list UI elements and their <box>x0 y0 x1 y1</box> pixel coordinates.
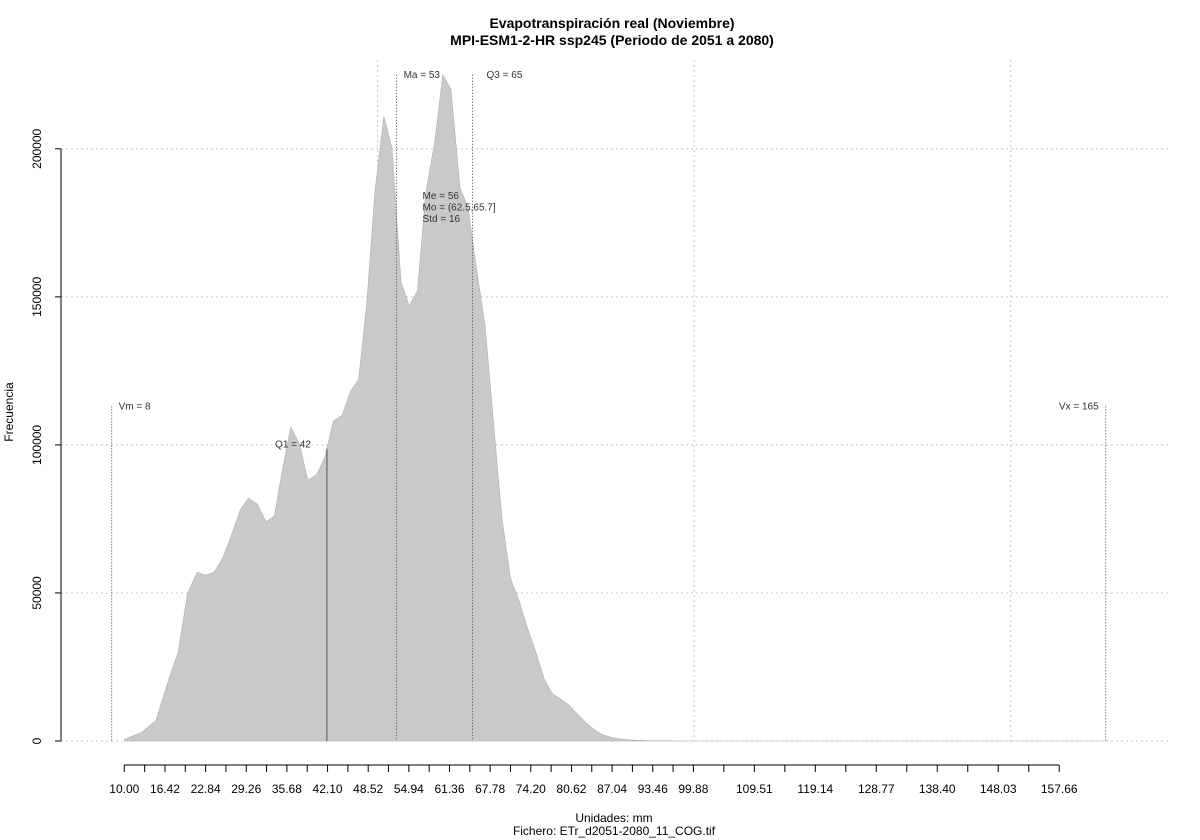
chart-title: Evapotranspiración real (Noviembre) <box>489 15 734 31</box>
y-tick-label: 50000 <box>30 576 44 610</box>
axes: 0 50000 100000 150000 200000 10.00 16.42 22.84 2… <box>30 128 1078 796</box>
file-footer: Fichero: ETr_d2051-2080_11_COG.tif <box>513 824 716 838</box>
x-tick-label: 138.40 <box>919 782 956 796</box>
density-area <box>123 73 1106 742</box>
x-tick-label: 157.66 <box>1041 782 1078 796</box>
x-tick-label: 10.00 <box>109 782 139 796</box>
x-tick-label: 29.26 <box>231 782 261 796</box>
x-tick-label: 119.14 <box>797 782 833 796</box>
y-tick-label: 150000 <box>30 277 44 317</box>
x-tick-label: 35.68 <box>272 782 302 796</box>
x-tick-label: 148.03 <box>980 782 1017 796</box>
y-tick-label: 0 <box>30 737 44 744</box>
x-tick-label: 109.51 <box>736 782 773 796</box>
y-axis-label: Frecuencia <box>2 382 16 442</box>
x-tick-label: 74.20 <box>516 782 546 796</box>
x-tick-label: 48.52 <box>353 782 383 796</box>
y-tick-label: 100000 <box>30 425 44 465</box>
stats-label: Std = 16 <box>423 214 461 225</box>
x-tick-label: 128.77 <box>858 782 895 796</box>
x-tick-label: 22.84 <box>191 782 221 796</box>
chart-subtitle: MPI-ESM1-2-HR ssp245 (Periodo de 2051 a … <box>450 32 774 48</box>
x-tick-label: 99.88 <box>678 782 708 796</box>
q1-label: Q1 = 42 <box>275 440 311 451</box>
x-tick-label: 61.36 <box>434 782 464 796</box>
vx-label: Vx = 165 <box>1059 401 1099 412</box>
x-tick-label: 80.62 <box>556 782 586 796</box>
x-tick-label: 42.10 <box>313 782 343 796</box>
density-area-path <box>123 73 1106 742</box>
annotations: Vm = 8 Vx = 165 Q1 = 42 Ma = 53 Q3 = 65 Me = … <box>111 70 1107 741</box>
x-tick-label: 16.42 <box>150 782 180 796</box>
q3-label: Q3 = 65 <box>487 70 523 81</box>
stats-label: Mo = (62.5,65.7] <box>423 203 496 214</box>
ma-label: Ma = 53 <box>404 70 441 81</box>
x-tick-label: 54.94 <box>394 782 424 796</box>
x-tick-label: 93.46 <box>638 782 668 796</box>
x-tick-label: 87.04 <box>597 782 627 796</box>
y-tick-label: 200000 <box>30 128 44 168</box>
x-tick-label: 67.78 <box>475 782 505 796</box>
x-axis-label: Unidades: mm <box>575 811 652 825</box>
stats-label: Me = 56 <box>423 191 460 202</box>
vm-label: Vm = 8 <box>119 401 151 412</box>
